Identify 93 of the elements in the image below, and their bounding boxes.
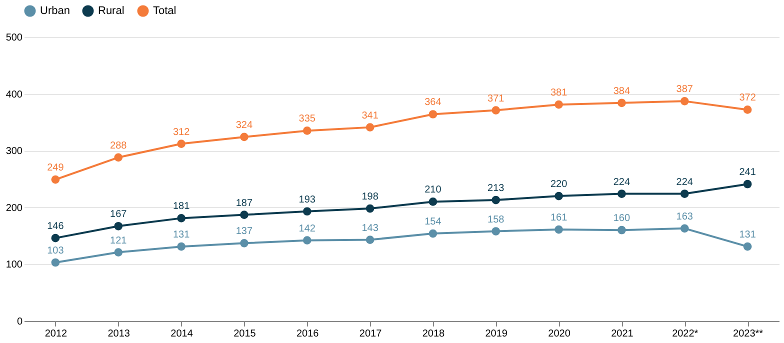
point [51, 234, 60, 242]
data-label: 103 [47, 245, 64, 256]
point [302, 207, 312, 216]
data-label: 288 [110, 140, 128, 152]
data-label: 210 [424, 184, 442, 196]
x-tick-label: 2014 [170, 328, 194, 340]
y-tick-label: 300 [6, 146, 23, 158]
point [492, 106, 500, 114]
y-tick-label: 100 [6, 260, 23, 271]
y-tick-label: 200 [6, 202, 23, 214]
data-label: 163 [676, 211, 694, 222]
y-tick-label: 0 [16, 316, 23, 328]
point [240, 132, 248, 142]
x-tick-label: 2018 [422, 328, 446, 340]
point [428, 110, 438, 118]
x-tick-label: 2015 [234, 328, 256, 340]
y-tick-label: 400 [6, 89, 23, 100]
legend-label: Total [153, 5, 176, 17]
data-label: 213 [488, 183, 505, 194]
data-label: 198 [362, 192, 379, 203]
legend-label: Urban [40, 5, 70, 17]
data-label: 387 [676, 84, 694, 96]
point [366, 204, 374, 213]
point [618, 98, 626, 108]
point [680, 190, 689, 198]
data-label: 143 [362, 222, 379, 234]
point [177, 140, 186, 148]
x-tick-label: 2021 [611, 328, 634, 340]
data-label: 249 [47, 162, 64, 174]
data-label: 167 [110, 209, 128, 220]
x-tick-label: 2022* [672, 328, 698, 340]
data-label: 384 [613, 86, 630, 97]
data-label: 160 [613, 213, 630, 224]
point [743, 180, 752, 188]
data-label: 181 [172, 201, 190, 212]
x-tick-label: 2023** [733, 328, 764, 340]
data-label: 224 [676, 176, 694, 188]
data-label: 381 [550, 88, 568, 99]
data-label: 137 [236, 226, 253, 238]
data-label: 372 [739, 92, 756, 104]
data-label: 364 [424, 97, 442, 108]
point [51, 175, 60, 184]
data-label: 241 [739, 167, 756, 178]
data-label: 161 [550, 212, 568, 224]
data-label: 187 [236, 198, 253, 209]
point [428, 229, 438, 238]
point [743, 106, 752, 114]
x-tick-label: 2019 [485, 328, 508, 340]
x-tick-label: 2013 [108, 328, 130, 340]
data-label: 341 [362, 110, 379, 122]
point [680, 224, 689, 233]
point [302, 236, 312, 245]
x-tick-label: 2017 [359, 328, 382, 340]
point [240, 239, 248, 248]
x-tick-label: 2012 [44, 328, 68, 340]
point [492, 227, 500, 236]
point [240, 210, 248, 219]
point [428, 198, 438, 206]
data-label: 312 [172, 126, 190, 138]
point [618, 190, 626, 198]
point [554, 192, 563, 200]
data-label: 224 [613, 176, 630, 188]
data-label: 146 [47, 221, 64, 232]
data-label: 324 [236, 120, 253, 131]
legend-label: Rural [98, 5, 124, 17]
point [680, 97, 689, 106]
y-tick-label: 500 [6, 32, 23, 44]
point [114, 248, 123, 256]
x-tick-label: 2020 [548, 328, 571, 340]
point [177, 242, 186, 251]
point [302, 126, 312, 135]
data-label: 142 [298, 223, 316, 234]
point [177, 214, 186, 222]
point [366, 123, 374, 132]
data-label: 131 [739, 230, 756, 241]
point [492, 196, 500, 204]
point [114, 222, 123, 230]
point [554, 100, 563, 109]
point [51, 258, 60, 267]
data-label: 193 [298, 194, 316, 206]
data-label: 220 [550, 179, 568, 190]
point [114, 153, 123, 162]
point [618, 226, 626, 234]
point [554, 225, 563, 234]
data-label: 154 [424, 216, 442, 228]
data-label: 371 [488, 93, 505, 104]
x-tick-label: 2016 [296, 328, 320, 340]
data-label: 158 [488, 214, 505, 226]
point [743, 242, 752, 251]
data-label: 335 [298, 114, 316, 125]
data-label: 131 [172, 230, 190, 241]
data-label: 121 [110, 235, 128, 246]
point [366, 236, 374, 244]
